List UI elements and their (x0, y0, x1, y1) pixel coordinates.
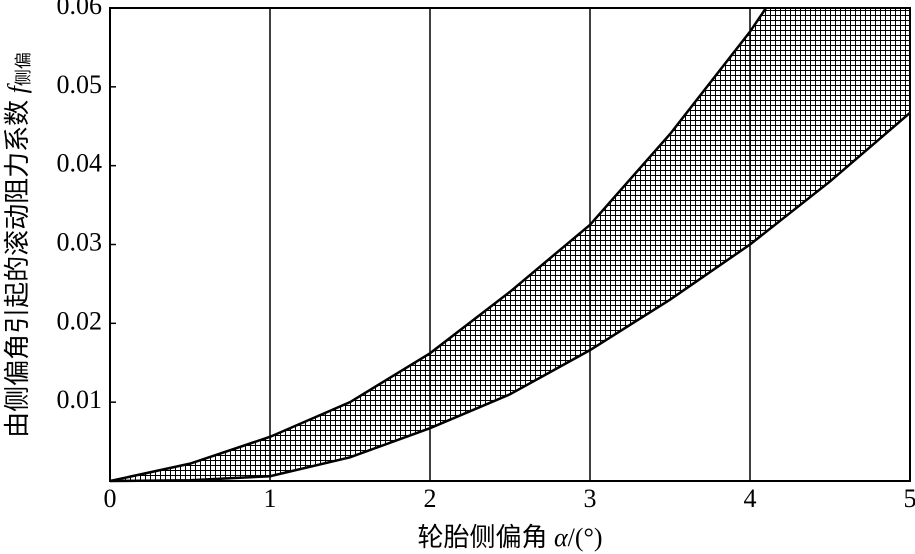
x-tick-label: 1 (264, 484, 277, 513)
plot-area: 0 1 2 3 4 5 0.01 0.02 0.03 0.04 0.05 0.06 (57, 0, 915, 513)
x-label-text: 轮胎侧偏角 (417, 523, 547, 552)
plot-frame (109, 7, 911, 482)
x-tick-label: 3 (584, 484, 597, 513)
x-tick-label: 4 (744, 484, 757, 513)
y-axis-label: 由侧偏角引起的滚动阻力系数 f侧偏 (3, 52, 33, 438)
x-label-unit: /(°) (568, 523, 603, 552)
boundary-line (109, 7, 768, 483)
x-tick-label: 5 (904, 484, 915, 513)
boundary-line (109, 111, 911, 483)
y-tick-label: 0.02 (57, 306, 103, 335)
x-label-symbol: α (554, 523, 569, 552)
y-tick-label: 0.04 (57, 149, 103, 178)
y-tick-label: 0.05 (57, 70, 103, 99)
x-tick-label: 2 (424, 484, 437, 513)
y-label-symbol: f (3, 82, 32, 93)
x-tick-label: 0 (104, 484, 117, 513)
y-tick-label: 0.06 (57, 0, 103, 20)
y-tick-label: 0.03 (57, 227, 103, 256)
band-fill (110, 8, 910, 481)
y-label-subscript: 侧偏 (14, 52, 33, 86)
y-label-text: 由侧偏角引起的滚动阻力系数 (3, 100, 32, 438)
y-tick-label: 0.01 (57, 385, 103, 414)
x-axis-label: 轮胎侧偏角 α/(°) (417, 523, 602, 552)
